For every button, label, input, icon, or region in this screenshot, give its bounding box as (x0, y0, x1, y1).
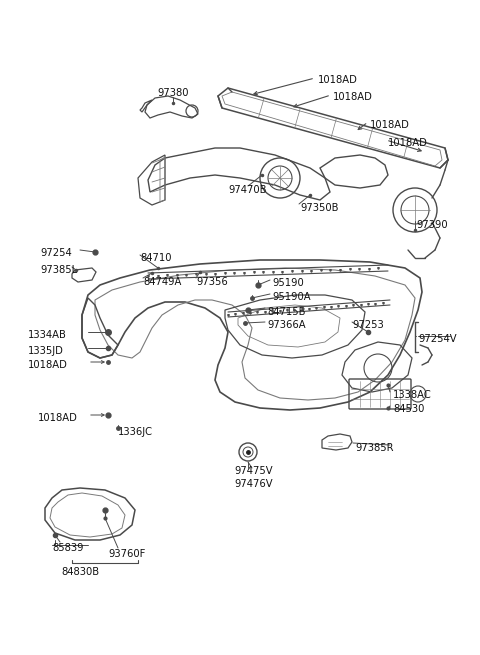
Text: 1018AD: 1018AD (38, 413, 78, 423)
Text: 1338AC: 1338AC (393, 390, 432, 400)
Text: 97366A: 97366A (267, 320, 306, 330)
Text: 1018AD: 1018AD (333, 92, 373, 102)
Text: 85839: 85839 (52, 543, 84, 553)
Text: 84530: 84530 (393, 404, 424, 414)
Text: 97470B: 97470B (229, 185, 267, 195)
Text: 97254: 97254 (40, 248, 72, 258)
Text: 1018AD: 1018AD (388, 138, 428, 148)
Text: 1018AD: 1018AD (318, 75, 358, 85)
Text: 97385L: 97385L (40, 265, 77, 275)
Text: 84715B: 84715B (267, 307, 305, 317)
Text: 95190: 95190 (272, 278, 304, 288)
Text: 93760F: 93760F (108, 549, 145, 559)
Text: 97356: 97356 (196, 277, 228, 287)
Text: 84749A: 84749A (143, 277, 181, 287)
Text: 84830B: 84830B (61, 567, 99, 577)
Text: 1018AD: 1018AD (28, 360, 68, 370)
Text: 97385R: 97385R (355, 443, 394, 453)
Text: 97380: 97380 (157, 88, 189, 98)
Text: 95190A: 95190A (272, 292, 311, 302)
Text: 1334AB: 1334AB (28, 330, 67, 340)
Text: 97390: 97390 (416, 220, 448, 230)
Text: 97476V: 97476V (235, 479, 273, 489)
Text: 1336JC: 1336JC (118, 427, 153, 437)
Text: 84710: 84710 (140, 253, 171, 263)
Text: 1335JD: 1335JD (28, 346, 64, 356)
Text: 97350B: 97350B (300, 203, 338, 213)
Text: 1018AD: 1018AD (370, 120, 410, 130)
Text: 97475V: 97475V (235, 466, 273, 476)
Text: 97254V: 97254V (418, 334, 456, 344)
Text: 97253: 97253 (352, 320, 384, 330)
